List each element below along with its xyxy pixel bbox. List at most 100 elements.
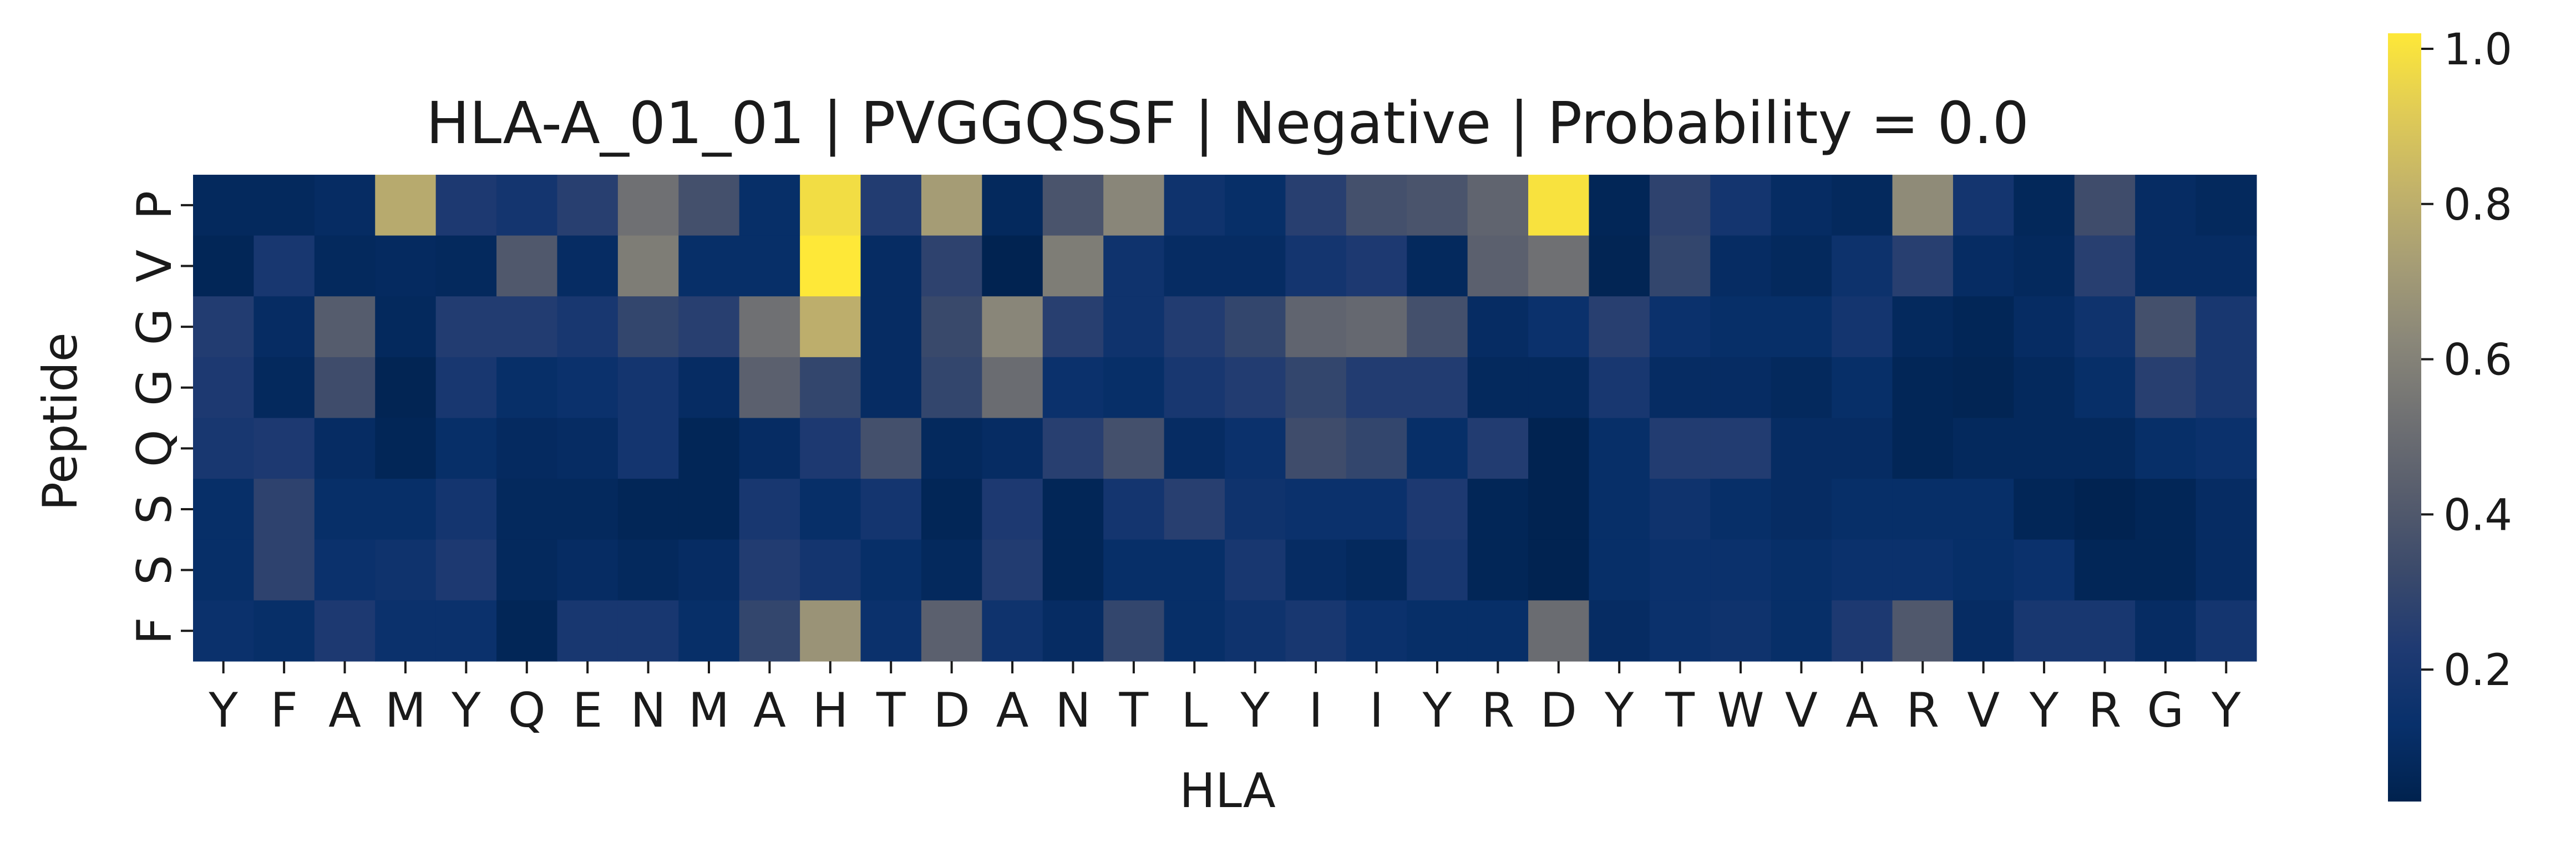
x-tick-label: M <box>385 683 426 738</box>
heatmap-cell <box>1953 235 2014 297</box>
x-tick-label: V <box>1967 683 2000 738</box>
heatmap-cell <box>2014 296 2075 358</box>
heatmap-cell <box>1771 539 1832 601</box>
heatmap-cell <box>1649 235 1711 297</box>
heatmap-cell <box>617 175 679 236</box>
heatmap-cell <box>860 600 922 662</box>
x-tick-label: I <box>1309 683 1322 738</box>
heatmap-cell <box>921 175 982 236</box>
heatmap-cell <box>1225 296 1286 358</box>
x-tick-label: R <box>1481 683 1514 738</box>
heatmap-cell <box>617 357 679 419</box>
heatmap-cell <box>1164 175 1225 236</box>
heatmap-cell <box>435 296 497 358</box>
heatmap-cell <box>2074 357 2136 419</box>
heatmap-cell <box>1407 357 1468 419</box>
x-tick-label: A <box>328 683 361 738</box>
heatmap-cell <box>1710 600 1772 662</box>
heatmap-cell <box>1164 600 1225 662</box>
colorbar-ticks: 0.2 0.4 0.6 0.8 1.0 <box>2421 25 2512 696</box>
heatmap-cell <box>678 539 740 601</box>
x-tick-label: H <box>812 683 848 738</box>
heatmap-cell <box>1710 539 1772 601</box>
x-tick-label: D <box>934 683 970 738</box>
heatmap-cell <box>1467 357 1529 419</box>
heatmap-cell <box>1528 296 1590 358</box>
x-tick-label: W <box>1717 683 1764 738</box>
heatmap-cell <box>1771 357 1832 419</box>
heatmap-cell <box>1710 296 1772 358</box>
heatmap-cell <box>739 235 800 297</box>
heatmap-cell <box>435 418 497 479</box>
heatmap-cell <box>557 235 618 297</box>
heatmap-cell <box>1528 479 1590 540</box>
heatmap-cell <box>1649 418 1711 479</box>
heatmap-cell <box>739 418 800 479</box>
heatmap-cell <box>1346 479 1407 540</box>
colorbar-tick-label: 0.6 <box>2443 336 2512 386</box>
y-tick-label: S <box>127 555 182 585</box>
heatmap-cell <box>800 418 861 479</box>
heatmap-cell <box>253 539 315 601</box>
x-tick-label: T <box>1119 683 1149 738</box>
heatmap-cell <box>678 296 740 358</box>
y-axis-label: Peptide <box>33 332 88 510</box>
heatmap-cell <box>1346 175 1407 236</box>
heatmap-cell <box>557 539 618 601</box>
heatmap-cell <box>860 539 922 601</box>
heatmap-cell <box>2195 600 2257 662</box>
x-tick-label: Y <box>1422 683 1452 738</box>
x-tick-label: R <box>1906 683 1939 738</box>
heatmap-cell <box>739 175 800 236</box>
heatmap-cell <box>800 539 861 601</box>
heatmap-cell <box>1892 175 1954 236</box>
heatmap-cell <box>314 357 376 419</box>
heatmap-cell <box>921 418 982 479</box>
heatmap-cell <box>375 235 437 297</box>
heatmap-cell <box>1892 418 1954 479</box>
heatmap-cell <box>1164 479 1225 540</box>
heatmap-cell <box>982 235 1043 297</box>
heatmap-cell <box>860 235 922 297</box>
heatmap-cell <box>435 600 497 662</box>
heatmap-cell <box>2135 175 2197 236</box>
heatmap-cell <box>982 296 1043 358</box>
heatmap-cell <box>1164 235 1225 297</box>
heatmap-cell <box>1042 600 1104 662</box>
y-tick-label: Q <box>127 429 182 467</box>
heatmap-cell <box>253 357 315 419</box>
heatmap-cell <box>982 175 1043 236</box>
heatmap-cell <box>1832 539 1893 601</box>
y-tick-label: V <box>127 250 182 282</box>
heatmap-cell <box>1285 357 1347 419</box>
heatmap-cell <box>1346 600 1407 662</box>
heatmap-cell <box>1042 479 1104 540</box>
heatmap-cell <box>375 175 437 236</box>
x-tick-label: A <box>1845 683 1878 738</box>
heatmap-cell <box>2074 479 2136 540</box>
heatmap-cell <box>921 600 982 662</box>
heatmap-cell <box>1346 235 1407 297</box>
heatmap-cell <box>1649 539 1711 601</box>
heatmap-cell <box>1892 479 1954 540</box>
heatmap-cell <box>739 479 800 540</box>
x-tick-label: A <box>753 683 786 738</box>
x-tick-label: Q <box>508 683 546 738</box>
x-tick-label: V <box>1785 683 1818 738</box>
heatmap-cell <box>1225 600 1286 662</box>
heatmap-cell <box>921 357 982 419</box>
heatmap-cell <box>2195 357 2257 419</box>
heatmap-cell <box>2074 235 2136 297</box>
heatmap-cell <box>1407 539 1468 601</box>
heatmap-cell <box>678 479 740 540</box>
colorbar-tick-label: 0.8 <box>2443 180 2512 230</box>
heatmap-cell <box>1164 539 1225 601</box>
heatmap-cell <box>1285 600 1347 662</box>
heatmap-cell <box>2074 418 2136 479</box>
heatmap-cell <box>860 175 922 236</box>
heatmap-cell <box>496 539 558 601</box>
heatmap-cell <box>1953 357 2014 419</box>
heatmap-cell <box>1832 175 1893 236</box>
heatmap-cell <box>982 539 1043 601</box>
